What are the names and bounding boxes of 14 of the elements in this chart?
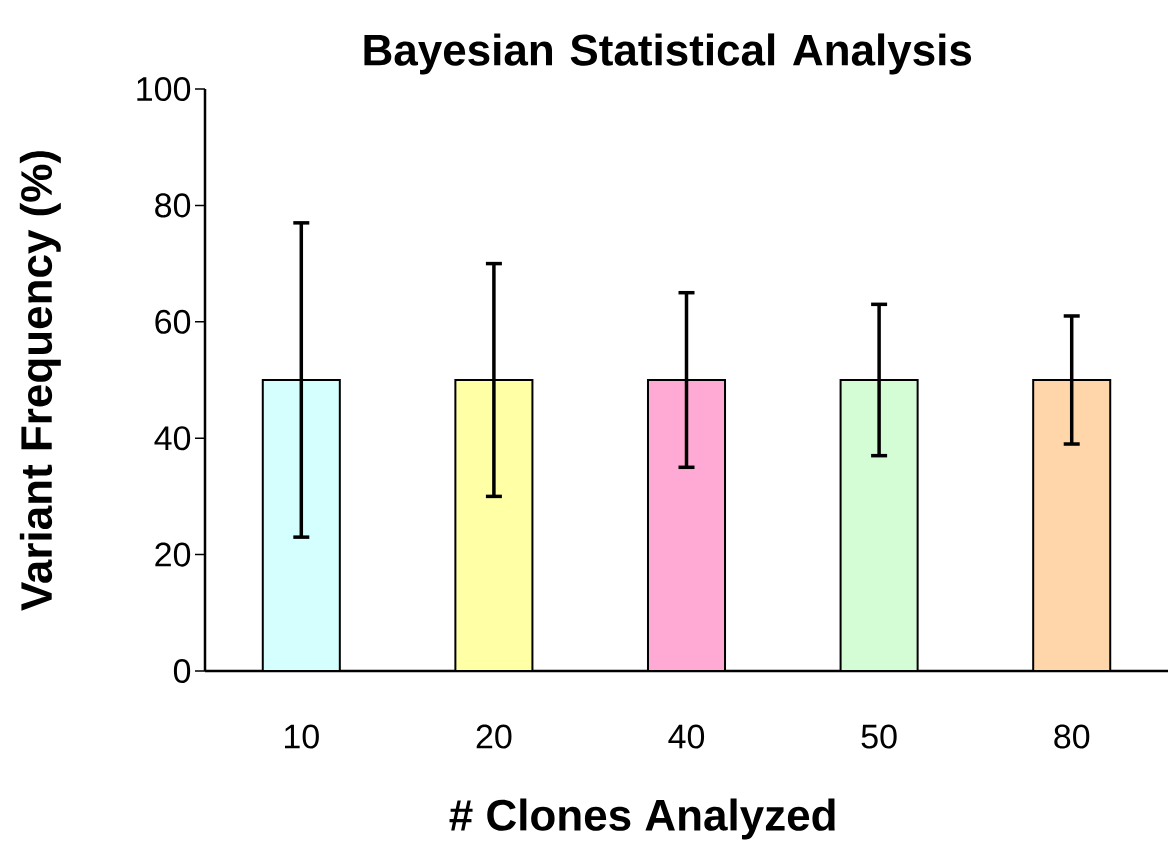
y-tick-label: 0 <box>173 658 191 684</box>
y-tick-label: 20 <box>155 542 191 567</box>
y-tick-label: 60 <box>155 309 191 334</box>
y-tick-label: 100 <box>137 76 191 102</box>
y-tick-label: 80 <box>155 193 191 218</box>
y-axis-title: Variant Frequency (%) <box>19 151 61 611</box>
y-tick-label: 40 <box>154 426 191 451</box>
x-tick-label: 80 <box>1054 724 1090 749</box>
chart-title: Bayesian Statistical Analysis <box>364 33 972 75</box>
x-tick-label: 50 <box>861 724 897 749</box>
x-tick-label: 10 <box>284 724 319 749</box>
x-tick-label: 40 <box>668 724 705 749</box>
x-axis-title: # Clones Analyzed <box>449 798 835 840</box>
x-tick-label: 20 <box>476 724 512 749</box>
